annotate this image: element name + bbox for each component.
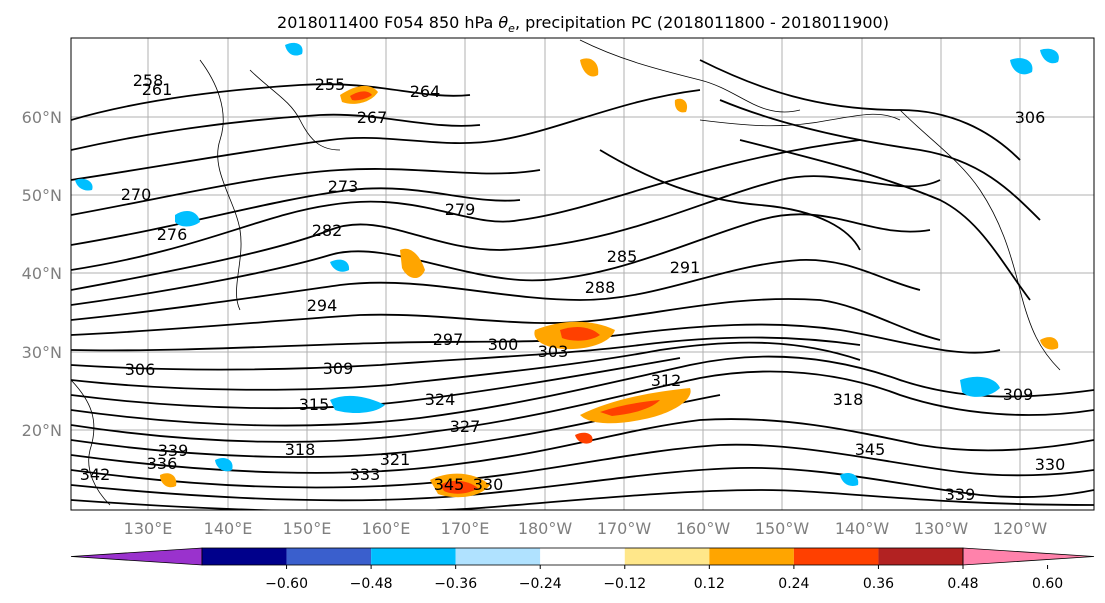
colorbar-segment	[455, 548, 541, 565]
latitude-labels: 60°N 50°N 40°N 30°N 20°N	[22, 108, 62, 440]
contour-label: 309	[323, 359, 354, 378]
colorbar-segment	[371, 548, 456, 565]
contour-label: 306	[1015, 108, 1046, 127]
longitude-label: 150°E	[283, 519, 332, 538]
latitude-label: 50°N	[22, 186, 62, 205]
contour-label: 339	[158, 441, 189, 460]
colorbar-tick-label: 0.24	[778, 576, 809, 592]
contour-label: 297	[433, 330, 464, 349]
longitude-label: 140°E	[204, 519, 253, 538]
contour-label: 345	[434, 475, 465, 494]
contour-label: 327	[450, 417, 481, 436]
contour-label: 291	[670, 258, 701, 277]
contour-label: 312	[651, 371, 682, 390]
contour-label: 318	[285, 440, 316, 459]
latitude-label: 60°N	[22, 108, 62, 127]
contour-label: 339	[945, 485, 976, 504]
longitude-label: 170°W	[597, 519, 652, 538]
contour-label: 273	[328, 177, 359, 196]
longitude-label: 170°E	[441, 519, 490, 538]
longitude-label: 130°E	[124, 519, 173, 538]
figure-title: 2018011400 F054 850 hPa θe, precipitatio…	[277, 13, 889, 35]
colorbar-segment	[962, 547, 1095, 566]
colorbar-tick-label: 0.60	[1032, 576, 1063, 592]
longitude-labels: 130°E 140°E 150°E 160°E 170°E 180°W 170°W 160°W…	[124, 519, 1048, 538]
contour-label: 270	[121, 185, 152, 204]
contour-label: 264	[410, 82, 441, 101]
contour-label: 261	[142, 80, 173, 99]
contour-label: 345	[855, 440, 886, 459]
contour-label: 330	[473, 475, 504, 494]
longitude-label: 140°W	[835, 519, 890, 538]
longitude-label: 150°W	[755, 519, 810, 538]
contour-label: 330	[1035, 455, 1066, 474]
contour-label: 303	[538, 342, 569, 361]
contour-label: 309	[1003, 385, 1034, 404]
colorbar-segment	[709, 548, 794, 565]
colorbar-segment	[878, 548, 963, 565]
contour-label: 315	[299, 395, 330, 414]
contour-label: 282	[312, 221, 343, 240]
contour-label: 288	[585, 278, 616, 297]
colorbar-tick-label: 0.48	[947, 576, 978, 592]
colorbar-tick-label: −0.36	[434, 576, 477, 592]
colorbar-tick-label: −0.24	[519, 576, 562, 592]
colorbar-tick-label: 0.12	[694, 576, 725, 592]
contour-label: 324	[425, 390, 456, 409]
contour-label: 294	[307, 296, 338, 315]
colorbar-tick-label: −0.60	[265, 576, 308, 592]
longitude-label: 160°E	[362, 519, 411, 538]
colorbar-segment	[793, 548, 879, 565]
map-frame	[70, 37, 1095, 511]
latitude-label: 40°N	[22, 264, 62, 283]
latitude-label: 20°N	[22, 421, 62, 440]
contour-label: 255	[315, 75, 346, 94]
contour-label: 300	[488, 335, 519, 354]
colorbar-tick-labels: −0.60 −0.48 −0.36 −0.24 −0.12 0.12 0.24 0.36 0.4…	[265, 565, 1063, 592]
colorbar-segment	[70, 547, 203, 566]
contour-label: 258	[133, 71, 164, 90]
precipitation-shading	[75, 42, 1059, 498]
longitude-label: 120°W	[993, 519, 1048, 538]
latitude-label: 30°N	[22, 343, 62, 362]
longitude-label: 180°W	[518, 519, 573, 538]
colorbar-segment	[286, 548, 372, 565]
colorbar-segment	[540, 548, 625, 565]
coastlines	[71, 39, 1061, 506]
contour-label: 342	[80, 465, 111, 484]
contour-label: 267	[357, 108, 388, 127]
contour-label: 279	[445, 200, 476, 219]
contour-label: 276	[157, 225, 188, 244]
contour-label: 336	[147, 454, 178, 473]
colorbar-frame	[201, 547, 964, 566]
contour-label: 333	[350, 465, 381, 484]
colorbar-tick-label: 0.36	[863, 576, 894, 592]
colorbar-segment	[202, 548, 287, 565]
colorbar-segment	[624, 548, 710, 565]
contour-label: 285	[607, 247, 638, 266]
longitude-label: 130°W	[914, 519, 969, 538]
contour-label: 318	[833, 390, 864, 409]
colorbar-tick-label: −0.48	[350, 576, 393, 592]
longitude-label: 160°W	[676, 519, 731, 538]
contour-label: 306	[125, 360, 156, 379]
colorbar-tick-label: −0.12	[603, 576, 646, 592]
colorbar	[70, 547, 1095, 566]
contour-label: 321	[380, 450, 411, 469]
